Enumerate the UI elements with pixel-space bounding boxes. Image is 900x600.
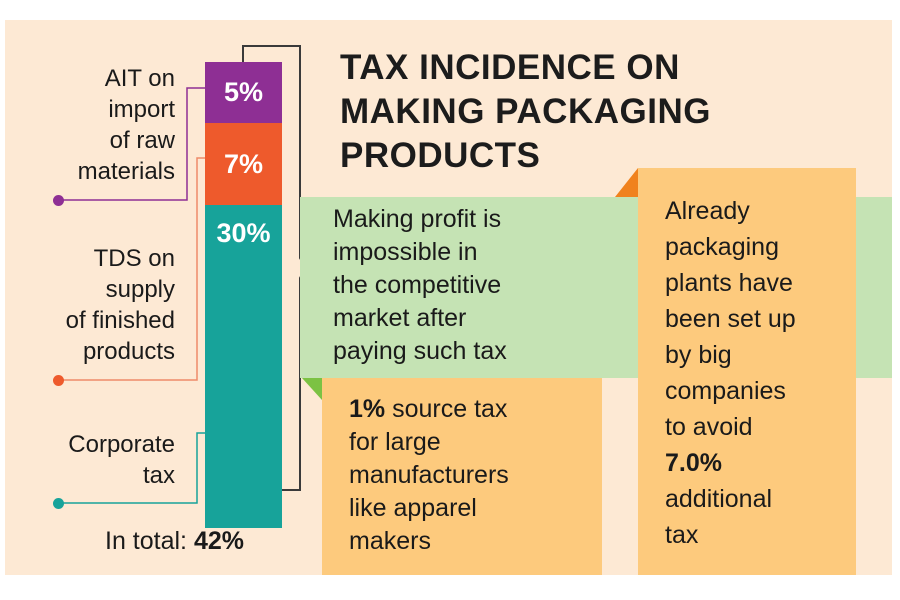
note-line: paying such tax xyxy=(333,337,507,365)
legend-label-corporate: Corporate tax xyxy=(68,429,175,491)
bar-segment-corporate: 30% xyxy=(205,205,282,528)
legend-label-tds: TDS on supply of finished products xyxy=(66,243,175,367)
ait-dot xyxy=(53,195,64,206)
note-text: source tax xyxy=(385,395,508,423)
note-line: Already xyxy=(665,197,750,225)
avoided-tax-rate: 7.0% xyxy=(665,449,722,477)
data-label: 5% xyxy=(223,77,264,107)
label-line: TDS on xyxy=(93,245,175,272)
label-line: AIT on xyxy=(104,65,175,92)
note-line: by big xyxy=(665,341,732,369)
source-tax-box xyxy=(322,378,602,575)
profit-note: Making profit is impossible in the compe… xyxy=(333,203,507,368)
label-line: of finished xyxy=(65,307,175,334)
note-line: been set up xyxy=(665,305,796,333)
corporate-leader-line xyxy=(58,432,205,504)
note-line: market after xyxy=(333,304,467,332)
note-line: for large xyxy=(349,428,441,456)
label-line: materials xyxy=(77,158,175,185)
legend-label-ait: AIT on import of raw materials xyxy=(78,63,175,187)
source-tax-note: 1% source tax for large manufacturers li… xyxy=(349,393,509,558)
data-label: 30% xyxy=(216,218,271,248)
big-companies-box xyxy=(638,168,856,575)
label-line: tax xyxy=(142,462,175,489)
note-line: tax xyxy=(665,521,699,549)
note-line: 1% source tax xyxy=(349,393,509,426)
note-line: like apparel xyxy=(349,494,477,522)
note-line: manufacturers xyxy=(349,461,509,489)
note-line: plants have xyxy=(665,269,793,297)
bar-segment-tds: 7% xyxy=(205,123,282,205)
green-corner-triangle xyxy=(302,378,322,400)
title-line: MAKING PACKAGING xyxy=(340,92,711,131)
chart-title: TAX INCIDENCE ON MAKING PACKAGING PRODUC… xyxy=(340,46,711,178)
note-line: impossible in xyxy=(333,238,478,266)
label-line: products xyxy=(82,338,175,365)
total-prefix: In total: xyxy=(105,527,194,555)
ait-leader-line xyxy=(58,87,205,201)
big-companies-note: Already packaging plants have been set u… xyxy=(665,193,796,553)
label-line: import xyxy=(108,96,175,123)
total-label: In total: 42% xyxy=(105,527,244,556)
bar-segment-ait: 5% xyxy=(205,62,282,123)
label-line: of raw xyxy=(109,127,175,154)
total-value: 42% xyxy=(193,527,244,555)
label-line: Corporate xyxy=(68,431,175,458)
corporate-dot xyxy=(53,498,64,509)
note-line: makers xyxy=(349,527,431,555)
source-tax-rate: 1% xyxy=(349,395,386,423)
tds-dot xyxy=(53,375,64,386)
orange-corner-triangle xyxy=(615,168,638,197)
label-line: supply xyxy=(105,276,175,303)
note-line: the competitive xyxy=(333,271,502,299)
title-line: PRODUCTS xyxy=(340,136,541,175)
note-line: Making profit is xyxy=(333,205,502,233)
data-label: 7% xyxy=(223,148,264,179)
note-line: additional xyxy=(665,485,773,513)
note-line: packaging xyxy=(665,233,779,261)
note-line: to avoid xyxy=(665,413,753,441)
tds-leader-line xyxy=(58,157,205,381)
title-line: TAX INCIDENCE ON xyxy=(340,48,680,87)
note-line: companies xyxy=(665,377,786,405)
